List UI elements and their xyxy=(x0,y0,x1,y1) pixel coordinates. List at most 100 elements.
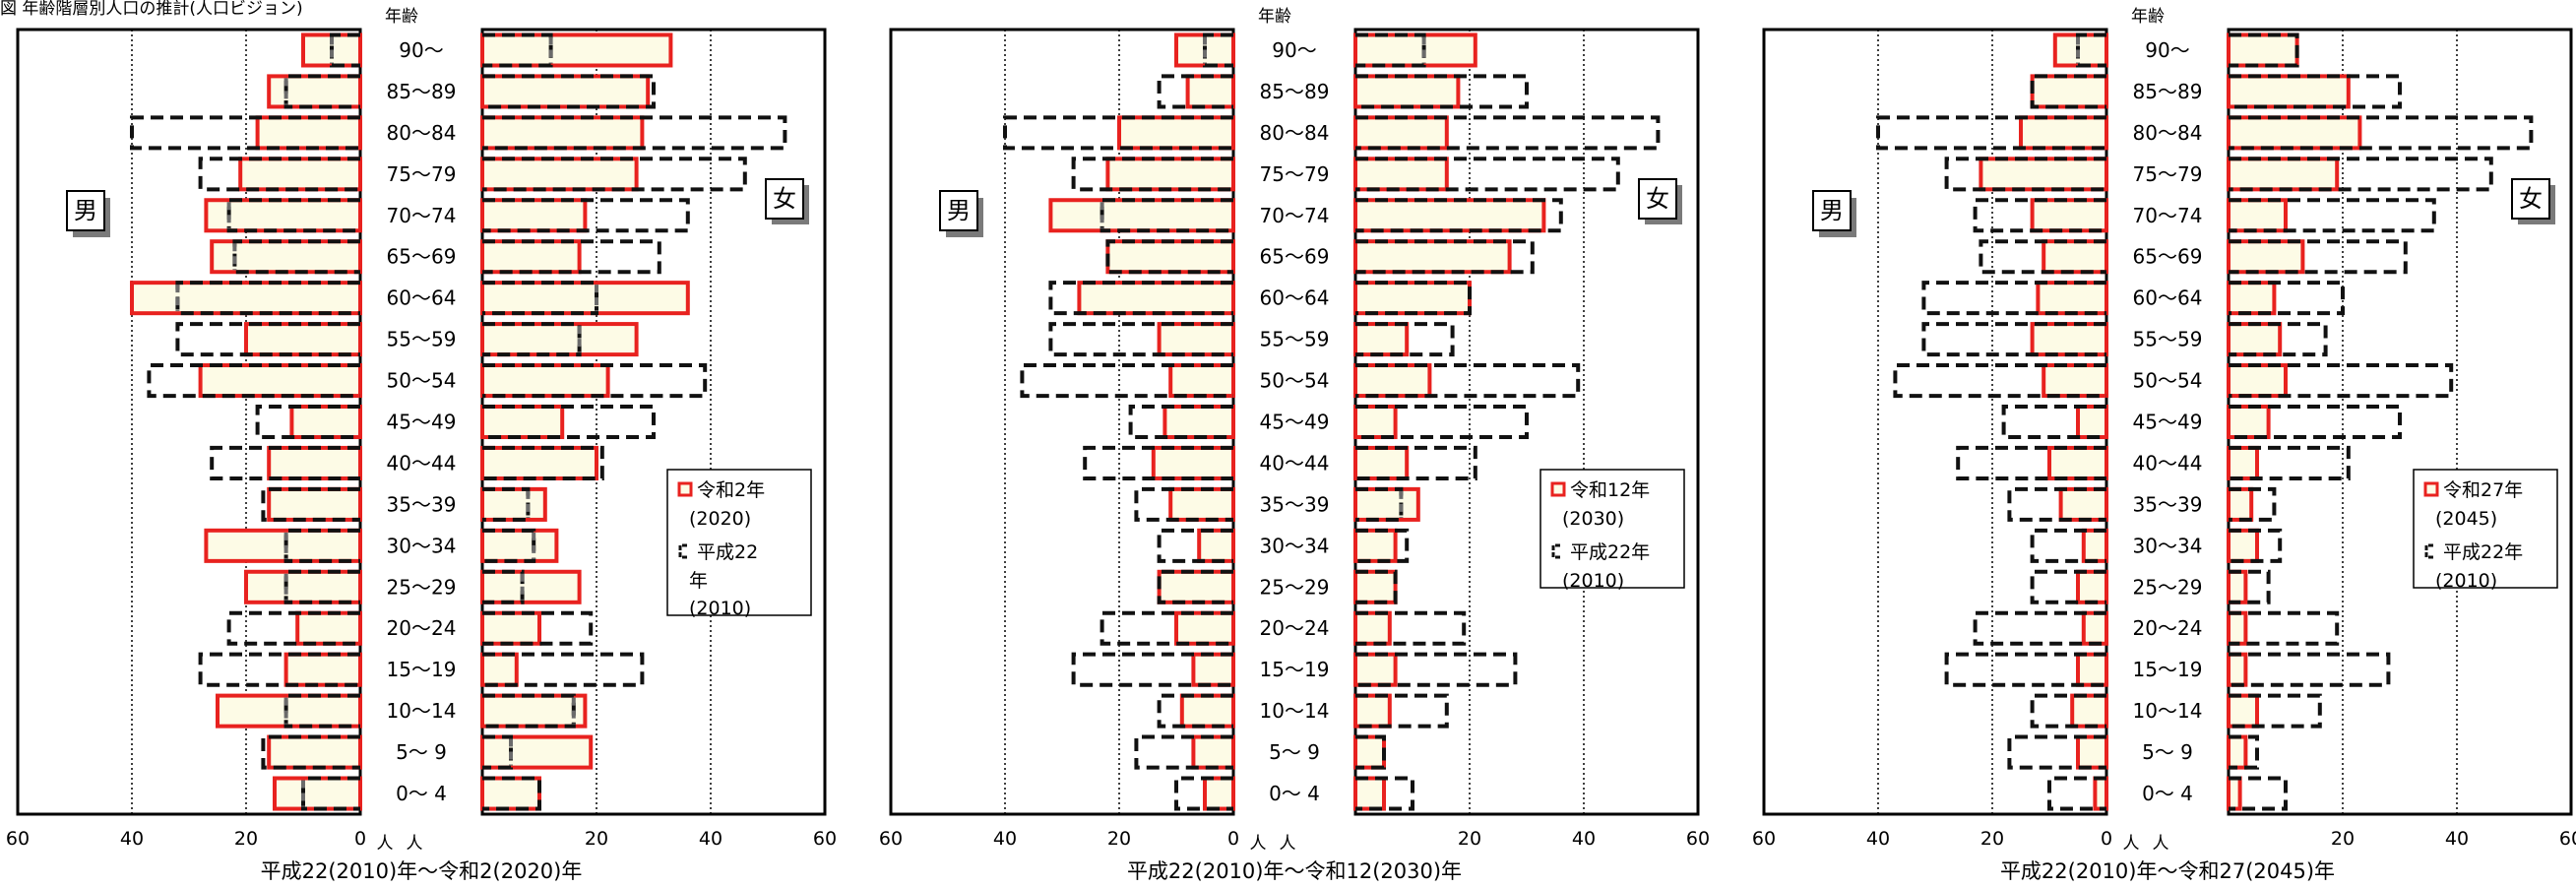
bar-male-current xyxy=(244,569,362,604)
age-tick-label: 50〜54 xyxy=(2133,369,2203,393)
legend-current-year: (2030) xyxy=(1562,508,1624,530)
legend-swatch-base xyxy=(2424,543,2433,559)
legend-swatch-base xyxy=(1551,543,1560,559)
bar-male-base xyxy=(2047,776,2106,811)
bar-female-current xyxy=(480,322,639,357)
bar-female-base xyxy=(2229,693,2322,729)
bar-male-base xyxy=(1157,74,1233,109)
x-tick-label: 60 xyxy=(1686,828,1710,850)
unit-label-male: 人 xyxy=(2123,834,2140,854)
age-tick-label: 75〜79 xyxy=(387,162,457,186)
x-tick-label: 20 xyxy=(1980,828,2004,850)
age-tick-label: 10〜14 xyxy=(387,699,457,723)
y-axis-label: 年齢 xyxy=(1258,7,1291,27)
age-tick-label: 40〜44 xyxy=(2133,451,2203,475)
bar-female-current xyxy=(1353,404,1398,440)
bar-male-base xyxy=(1174,776,1233,811)
bar-female-current xyxy=(480,528,559,563)
bar-male-current xyxy=(1979,157,2109,192)
bar-male-current xyxy=(1197,528,1235,563)
bar-male-base xyxy=(210,445,360,480)
y-axis-label: 年齢 xyxy=(385,7,418,27)
female-box xyxy=(1638,178,1677,220)
bar-male-base xyxy=(1157,569,1233,604)
x-tick-label: 40 xyxy=(1866,828,1890,850)
bar-male-current xyxy=(198,363,362,399)
bar-female-current xyxy=(480,157,639,192)
bar-female-base xyxy=(2229,569,2271,604)
legend-current-label: 令和12年 xyxy=(1570,479,1650,501)
bar-male-base xyxy=(1003,115,1233,151)
bar-male-base xyxy=(1876,115,2106,151)
bar-female-current xyxy=(480,693,588,729)
bar-male-base xyxy=(198,157,360,192)
bar-female-base xyxy=(2229,74,2402,109)
bar-male-current xyxy=(267,74,363,109)
bar-male-base xyxy=(1973,198,2106,233)
bar-male-base xyxy=(1921,322,2106,357)
bar-female-current xyxy=(1353,528,1398,563)
bar-male-current xyxy=(2042,363,2108,399)
chart-panel: 90〜 85〜89 80〜84 75〜79 70〜74 65〜69 60〜64 55〜59 50… xyxy=(1752,7,2576,883)
age-tick-label: 75〜79 xyxy=(2133,162,2203,186)
bar-female-base xyxy=(1355,734,1386,770)
x-tick-label: 20 xyxy=(2331,828,2355,850)
bar-male-current xyxy=(1168,486,1235,522)
bar-female-current xyxy=(1353,322,1410,357)
bar-male-base xyxy=(1944,157,2106,192)
bar-female-base xyxy=(482,115,787,151)
bar-female-base xyxy=(2229,404,2402,440)
bar-female-current xyxy=(1353,32,1477,68)
x-tick-label: 40 xyxy=(699,828,723,850)
bar-male-current xyxy=(1191,734,1236,770)
age-tick-label: 55〜59 xyxy=(2133,328,2203,351)
age-tick-label: 5〜 9 xyxy=(396,740,447,764)
age-tick-label: 25〜29 xyxy=(387,575,457,599)
unit-label-male: 人 xyxy=(1250,834,1267,854)
bar-female-current xyxy=(480,32,673,68)
age-tick-label: 10〜14 xyxy=(1260,699,1330,723)
legend-current-year: (2045) xyxy=(2435,508,2497,530)
bar-female-current xyxy=(1353,281,1472,316)
bar-female-current xyxy=(1353,734,1386,770)
age-tick-label: 45〜49 xyxy=(1260,411,1330,434)
bar-male-current xyxy=(130,281,362,316)
age-tick-label: 5〜 9 xyxy=(1269,740,1320,764)
bar-male-base xyxy=(2030,528,2106,563)
y-axis-label: 年齢 xyxy=(2131,7,2165,27)
bar-female-base xyxy=(2229,652,2391,687)
bar-male-current xyxy=(289,404,362,440)
bar-male-base xyxy=(1979,239,2106,275)
bar-female-current xyxy=(480,486,547,522)
bar-female-base xyxy=(482,776,541,811)
bar-male-current xyxy=(1105,239,1236,275)
bar-female-current xyxy=(480,198,588,233)
age-tick-label: 60〜64 xyxy=(2133,286,2203,310)
bar-female-current xyxy=(1353,693,1392,729)
bar-male-current xyxy=(2030,322,2109,357)
bar-female-base xyxy=(482,610,594,646)
male-box xyxy=(939,190,978,231)
age-tick-label: 55〜59 xyxy=(1260,328,1330,351)
bar-male-current xyxy=(244,322,362,357)
x-tick-label: 60 xyxy=(1752,828,1776,850)
age-tick-label: 90〜 xyxy=(1272,38,1316,62)
page-caption: 図 年齢階層別人口の推計(人口ビジョン) xyxy=(0,0,303,19)
bar-male-current xyxy=(216,693,362,729)
bar-female-current xyxy=(480,734,594,770)
bar-female-current xyxy=(1353,569,1398,604)
legend-swatch-current xyxy=(677,481,693,497)
age-tick-label: 40〜44 xyxy=(1260,451,1330,475)
age-tick-label: 15〜19 xyxy=(387,658,457,681)
legend-current-label: 令和27年 xyxy=(2443,479,2523,501)
bar-female-base xyxy=(1355,693,1449,729)
bar-female-current xyxy=(2227,239,2305,275)
bar-male-base xyxy=(261,486,360,522)
bar-female-base xyxy=(2229,610,2340,646)
age-tick-label: 25〜29 xyxy=(2133,575,2203,599)
bar-female-current xyxy=(480,652,519,687)
bar-male-current xyxy=(1151,445,1236,480)
bar-male-base xyxy=(2001,404,2106,440)
bar-male-base xyxy=(1105,239,1233,275)
bar-male-base xyxy=(1048,281,1233,316)
